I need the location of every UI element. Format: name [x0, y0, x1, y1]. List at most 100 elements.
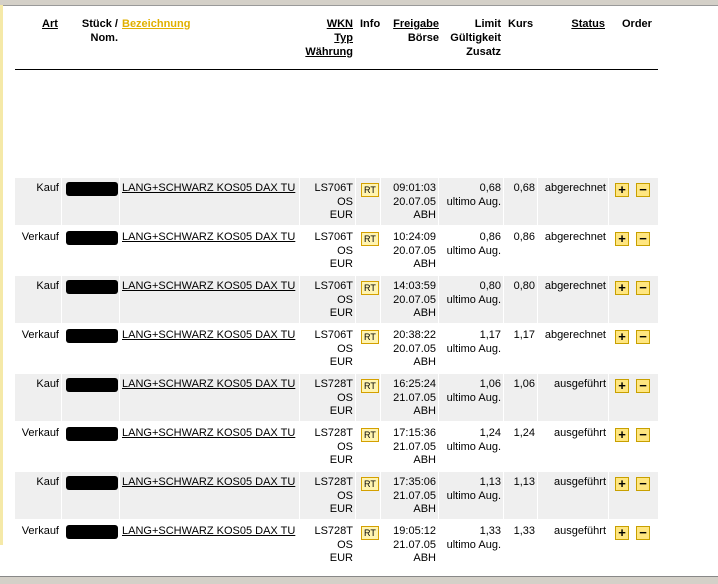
realtime-info-button[interactable]: RT: [361, 232, 379, 246]
cell: 10:24:09 20.07.05 ABH: [381, 227, 438, 274]
sort-art-link[interactable]: Art: [42, 18, 58, 30]
minus-icon[interactable]: −: [636, 330, 650, 344]
realtime-info-button[interactable]: RT: [361, 379, 379, 393]
security-name-link[interactable]: LANG+SCHWARZ KOS05 DAX TU: [122, 427, 296, 439]
header-gueltigkeit-label: Gültigkeit: [450, 32, 501, 44]
minus-icon[interactable]: −: [636, 477, 650, 491]
table-row: Verkauf LANG+SCHWARZ KOS05 DAX TU LS706T OS…: [15, 227, 658, 274]
cell: 1,33 ultimo Aug.: [439, 521, 503, 568]
realtime-info-button[interactable]: RT: [361, 428, 379, 442]
realtime-info-button[interactable]: RT: [361, 526, 379, 540]
security-name-link[interactable]: LANG+SCHWARZ KOS05 DAX TU: [122, 378, 296, 390]
realtime-info-button[interactable]: RT: [361, 183, 379, 197]
security-name-link[interactable]: LANG+SCHWARZ KOS05 DAX TU: [122, 476, 296, 488]
minus-icon[interactable]: −: [636, 526, 650, 540]
cell: LANG+SCHWARZ KOS05 DAX TU: [120, 374, 299, 421]
security-name-link[interactable]: LANG+SCHWARZ KOS05 DAX TU: [122, 182, 296, 194]
sort-status-link[interactable]: Status: [571, 18, 605, 30]
currency: EUR: [329, 356, 353, 368]
security-name-link[interactable]: LANG+SCHWARZ KOS05 DAX TU: [122, 525, 296, 537]
plus-icon[interactable]: +: [615, 281, 629, 295]
validity: ultimo Aug.: [446, 391, 501, 404]
art: Kauf: [36, 280, 59, 292]
plus-icon[interactable]: +: [615, 330, 629, 344]
redacted-quantity: [66, 329, 118, 343]
exchange: ABH: [413, 405, 436, 417]
security-name-link[interactable]: LANG+SCHWARZ KOS05 DAX TU: [122, 280, 296, 292]
redacted-quantity: [66, 427, 118, 441]
realtime-info-button[interactable]: RT: [361, 330, 379, 344]
header-limit-label: Limit: [474, 18, 501, 30]
cell: Verkauf: [15, 325, 61, 372]
cell: LS706T OS EUR: [300, 276, 355, 323]
redacted-quantity: [66, 231, 118, 245]
cell: Kauf: [15, 178, 61, 225]
minus-icon[interactable]: −: [636, 428, 650, 442]
currency: EUR: [329, 552, 353, 564]
redacted-quantity: [66, 476, 118, 490]
cell: ausgeführt: [538, 423, 608, 470]
security-name-link[interactable]: LANG+SCHWARZ KOS05 DAX TU: [122, 329, 296, 341]
realtime-info-button[interactable]: RT: [361, 281, 379, 295]
limit: 1,13: [479, 476, 501, 488]
currency: EUR: [329, 454, 353, 466]
art: Kauf: [36, 182, 59, 194]
validity: ultimo Aug.: [446, 293, 501, 306]
sort-waehrung-link[interactable]: Währung: [305, 46, 353, 58]
header-info: Info: [360, 18, 381, 30]
status: abgerechnet: [544, 329, 606, 341]
security-name-link[interactable]: LANG+SCHWARZ KOS05 DAX TU: [122, 231, 296, 243]
header-nom-label: Nom.: [90, 32, 119, 44]
price: 0,68: [513, 182, 535, 194]
validity: ultimo Aug.: [446, 440, 501, 453]
currency: EUR: [329, 307, 353, 319]
plus-icon[interactable]: +: [615, 477, 629, 491]
minus-icon[interactable]: −: [636, 183, 650, 197]
window-top-bar: [0, 0, 718, 6]
plus-icon[interactable]: +: [615, 183, 629, 197]
header-stueck: Stück / Nom.: [70, 17, 118, 45]
cell: abgerechnet: [538, 325, 608, 372]
plus-icon[interactable]: +: [615, 232, 629, 246]
header-kurs: Kurs: [508, 18, 534, 30]
minus-icon[interactable]: −: [636, 232, 650, 246]
cell: LS728T OS EUR: [300, 374, 355, 421]
status: ausgeführt: [554, 525, 606, 537]
plus-icon[interactable]: +: [615, 526, 629, 540]
validity: ultimo Aug.: [446, 538, 501, 551]
cell: abgerechnet: [538, 178, 608, 225]
cell: LANG+SCHWARZ KOS05 DAX TU: [120, 325, 299, 372]
status: abgerechnet: [544, 231, 606, 243]
redacted-quantity: [66, 182, 118, 196]
status: ausgeführt: [554, 476, 606, 488]
plus-icon[interactable]: +: [615, 428, 629, 442]
cell: [62, 423, 119, 470]
cell: 1,33: [504, 521, 537, 568]
minus-icon[interactable]: −: [636, 281, 650, 295]
plus-icon[interactable]: +: [615, 379, 629, 393]
price: 1,13: [513, 476, 535, 488]
wkn: LS706T: [314, 182, 353, 194]
art: Verkauf: [21, 525, 59, 537]
limit: 1,06: [479, 378, 501, 390]
currency: EUR: [329, 405, 353, 417]
cell: [62, 276, 119, 323]
sort-wkn-link[interactable]: WKN: [326, 18, 353, 30]
wkn: LS706T: [314, 231, 353, 243]
header-wkn: WKN Typ Währung: [290, 17, 353, 59]
cell: 20:38:22 20.07.05 ABH: [381, 325, 438, 372]
cell: RT: [356, 374, 380, 421]
cell: LANG+SCHWARZ KOS05 DAX TU: [120, 178, 299, 225]
sort-typ-link[interactable]: Typ: [334, 32, 353, 44]
cell: abgerechnet: [538, 276, 608, 323]
cell: ausgeführt: [538, 374, 608, 421]
sort-bezeichnung-link[interactable]: Bezeichnung: [122, 18, 191, 30]
release-time: 20:38:22: [393, 329, 436, 341]
sort-freigabe-link[interactable]: Freigabe: [393, 18, 439, 30]
typ: OS: [337, 293, 353, 306]
cell: RT: [356, 472, 380, 519]
cell: Verkauf: [15, 227, 61, 274]
realtime-info-button[interactable]: RT: [361, 477, 379, 491]
cell: ausgeführt: [538, 472, 608, 519]
minus-icon[interactable]: −: [636, 379, 650, 393]
